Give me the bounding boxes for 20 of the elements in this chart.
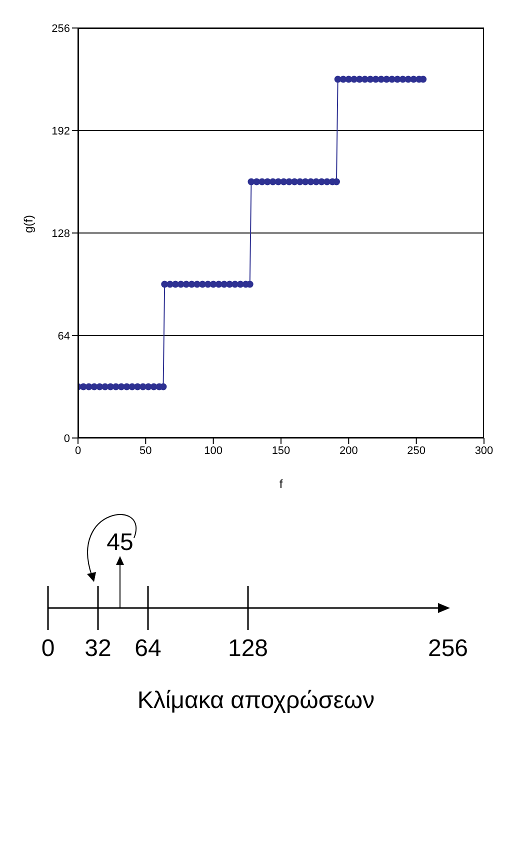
x-tick-label: 200 xyxy=(339,444,358,457)
text: 256 xyxy=(428,635,468,662)
y-tick-label: 0 xyxy=(64,432,70,445)
x-tick-label: 150 xyxy=(272,444,290,457)
text: 128 xyxy=(228,635,268,662)
y-tick-label: 128 xyxy=(52,228,70,240)
text: 45 xyxy=(106,529,134,556)
x-tick-label: 300 xyxy=(474,444,494,457)
text: Κλίμακα αποχρώσεων xyxy=(137,687,375,714)
y-tick-label: 64 xyxy=(58,330,70,342)
y-axis-title: g(f) xyxy=(21,214,36,233)
x-tick-label: 100 xyxy=(204,444,223,457)
x-tick-label: 250 xyxy=(407,444,426,457)
x-tick-label: 0 xyxy=(74,444,82,457)
y-tick-label: 256 xyxy=(52,22,70,35)
x-tick-label: 50 xyxy=(140,444,152,457)
y-tick-label: 192 xyxy=(52,125,70,138)
x-axis-title: f xyxy=(279,477,284,491)
text: 32 xyxy=(84,635,112,662)
text: 64 xyxy=(134,635,162,662)
